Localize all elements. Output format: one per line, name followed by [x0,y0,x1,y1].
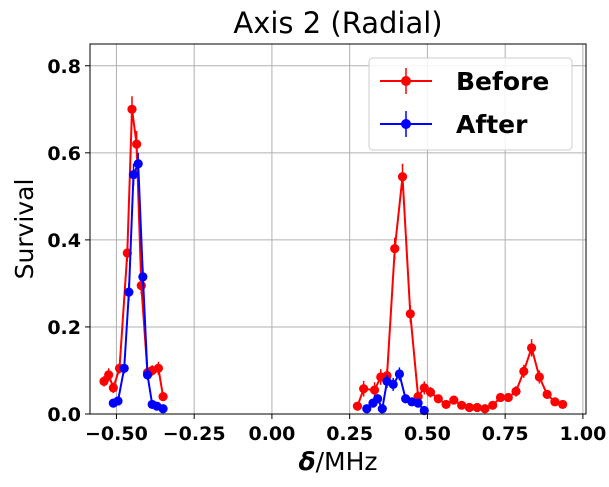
legend: Before After [368,57,573,151]
data-point [108,383,118,393]
data-point [472,402,482,413]
data-point [113,396,123,406]
data-point [377,404,387,414]
series-line [356,176,564,410]
data-point [495,392,506,403]
x-axis-label: δ/MHz [298,447,377,476]
data-point [158,391,168,402]
legend-marker [401,119,411,129]
legend-marker [401,76,411,86]
data-point [133,159,143,169]
plot-frame [89,43,587,415]
x-tick-label: 0.75 [482,423,529,445]
data-point [369,385,380,395]
x-axis-label-unit: /MHz [316,447,378,476]
series-after [108,152,429,416]
x-tick-label: 1.00 [559,423,606,445]
data-point [132,139,142,149]
data-point [550,397,560,407]
y-tick-label: 0.2 [47,317,81,339]
data-point [153,363,164,373]
ticks: −0.50 −0.25 0.00 0.25 0.50 0.75 1.00 0.0 0.2 0.4 0… [47,56,606,445]
data-point [425,387,436,397]
data-point [397,172,408,182]
data-point [359,384,369,394]
data-point [526,343,537,353]
data-point [480,404,490,414]
series-layer [99,96,568,416]
data-point [441,399,451,410]
data-point [449,395,459,405]
data-point [127,104,137,114]
data-point [511,386,521,396]
x-axis-label-symbol: δ [298,447,315,476]
data-point [534,372,544,382]
data-point [433,394,443,404]
legend-label: Before [456,67,549,96]
y-tick-label: 0.6 [47,143,81,165]
data-point [419,405,429,416]
data-point [352,401,363,411]
data-point [136,280,146,291]
x-tick-label: 0.25 [326,423,373,445]
data-point [388,379,398,389]
data-point [124,287,134,297]
data-point [119,363,129,373]
data-point [362,404,372,414]
y-tick-label: 0.0 [47,404,81,426]
data-point [457,400,467,410]
x-tick-label: −0.50 [85,423,148,445]
data-point [488,400,498,410]
data-point [158,404,168,414]
y-axis-label: Survival [10,179,39,280]
data-point [394,369,405,379]
data-point [542,389,552,400]
y-tick-label: 0.4 [47,230,81,252]
data-point [464,402,474,413]
data-point [390,243,400,254]
data-point [413,398,423,408]
data-point [558,399,568,410]
x-tick-label: 0.00 [248,423,295,445]
data-point [373,394,383,404]
legend-label: After [456,110,528,139]
x-tick-label: 0.50 [404,423,451,445]
x-tick-label: −0.25 [163,423,226,445]
data-point [138,272,148,282]
data-point [413,391,423,402]
data-point [128,169,139,180]
chart-title: Axis 2 (Radial) [233,6,442,40]
data-point [142,370,153,380]
data-point [405,309,415,319]
data-point [104,370,114,380]
y-tick-label: 0.8 [47,56,81,78]
data-point [99,376,109,386]
data-point [503,392,513,403]
data-point [519,366,529,376]
